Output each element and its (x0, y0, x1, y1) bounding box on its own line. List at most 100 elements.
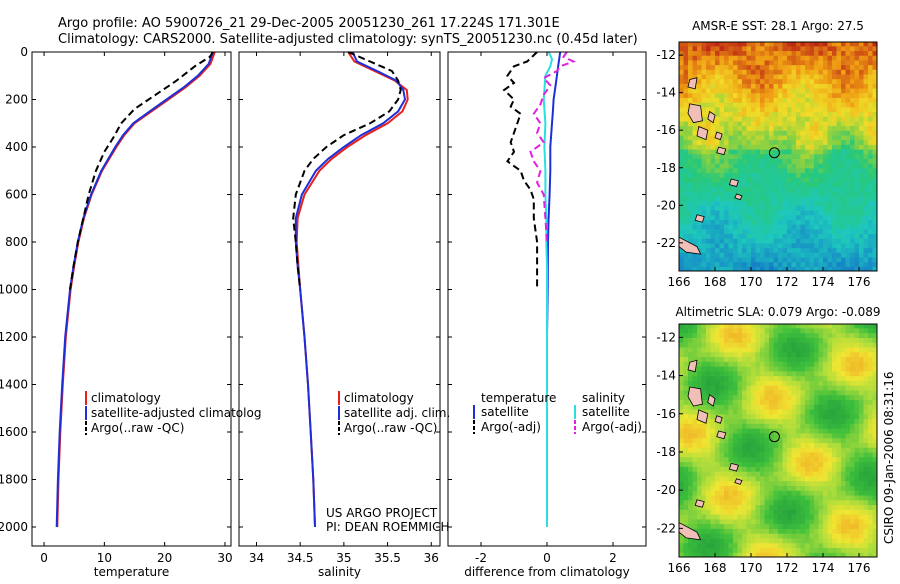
map-cell (787, 342, 793, 348)
map-cell (755, 266, 761, 271)
map-cell (836, 172, 842, 178)
map-cell (751, 351, 757, 358)
map-cell (710, 437, 716, 444)
map-cell (854, 533, 860, 539)
map-cell (800, 247, 806, 253)
map-cell (823, 78, 829, 84)
map-cell (701, 337, 707, 343)
map-cell (728, 55, 734, 61)
map-cell (868, 59, 874, 66)
map-cell (814, 537, 820, 544)
map-cell (697, 346, 703, 353)
map-cell (823, 408, 829, 415)
map-cell (742, 499, 748, 506)
map-cell (827, 485, 833, 491)
map-cell (679, 494, 685, 501)
map-cell (841, 153, 847, 159)
map-cell (809, 228, 815, 235)
map-cell (737, 205, 743, 211)
map-cell (868, 499, 874, 506)
map-cell (773, 42, 779, 47)
map-cell (764, 327, 770, 334)
map-cell (778, 423, 784, 429)
map-cell (827, 528, 833, 534)
map-cell (841, 537, 847, 544)
map-cell (791, 442, 797, 448)
map-cell (827, 366, 833, 372)
map-cell (823, 537, 829, 544)
map-cell (751, 485, 757, 491)
map-cell (782, 106, 788, 113)
map-cell (832, 494, 838, 501)
map-cell (850, 130, 856, 136)
map-cell (715, 69, 721, 75)
map-cell (742, 361, 748, 367)
map-cell (872, 69, 877, 75)
map-cell (706, 351, 712, 358)
map-cell (859, 394, 865, 401)
map-cell (782, 466, 788, 472)
map-cell (782, 346, 788, 353)
map-cell (827, 471, 833, 477)
map-cell (701, 346, 707, 353)
map-cell (782, 97, 788, 103)
map-cell (827, 247, 833, 253)
map-cell (679, 480, 685, 486)
map-cell (841, 102, 847, 108)
map-cell (818, 167, 824, 174)
map-cell (796, 252, 802, 258)
map-cell (683, 97, 689, 103)
map-cell (800, 130, 806, 136)
map-cell (728, 120, 734, 127)
map-cell (764, 153, 770, 159)
map-cell (706, 167, 712, 174)
map-cell (751, 499, 757, 506)
map-cell (706, 404, 712, 410)
map-cell (868, 537, 874, 544)
map-cell (764, 537, 770, 544)
map-cell (778, 181, 784, 188)
map-cell (814, 504, 820, 510)
map-cell (719, 547, 725, 553)
map-cell (683, 537, 689, 544)
map-cell (787, 451, 793, 458)
map-cell (782, 148, 788, 155)
map-cell (823, 466, 829, 472)
map-cell (832, 205, 838, 211)
map-cell (728, 356, 734, 362)
map-cell (872, 120, 877, 127)
map-cell (836, 102, 842, 108)
map-cell (773, 404, 779, 410)
map-cell (823, 256, 829, 263)
map-cell (868, 228, 874, 235)
map-cell (778, 148, 784, 155)
map-cell (751, 163, 757, 169)
map-cell (782, 50, 788, 56)
map-cell (778, 447, 784, 453)
map-cell (755, 342, 761, 348)
map-cell (827, 106, 833, 113)
map-cell (809, 528, 815, 534)
map-cell (692, 256, 698, 263)
map-cell (746, 385, 752, 391)
map-cell (854, 242, 860, 249)
map-cell (746, 428, 752, 434)
map-cell (791, 408, 797, 415)
map-cell (832, 238, 838, 244)
map-cell (818, 475, 824, 482)
map-cell (845, 87, 851, 94)
map-cell (697, 64, 703, 70)
map-cell (697, 219, 703, 225)
map-cell (701, 116, 707, 122)
map-cell (782, 69, 788, 75)
map-cell (751, 45, 757, 52)
map-cell (751, 480, 757, 486)
map-cell (728, 191, 734, 197)
island-shape (696, 125, 709, 141)
map-cell (850, 504, 856, 510)
map-cell (854, 69, 860, 75)
map-cell (679, 158, 685, 164)
map-cell (742, 69, 748, 75)
map-cell (800, 413, 806, 420)
map-cell (701, 423, 707, 429)
